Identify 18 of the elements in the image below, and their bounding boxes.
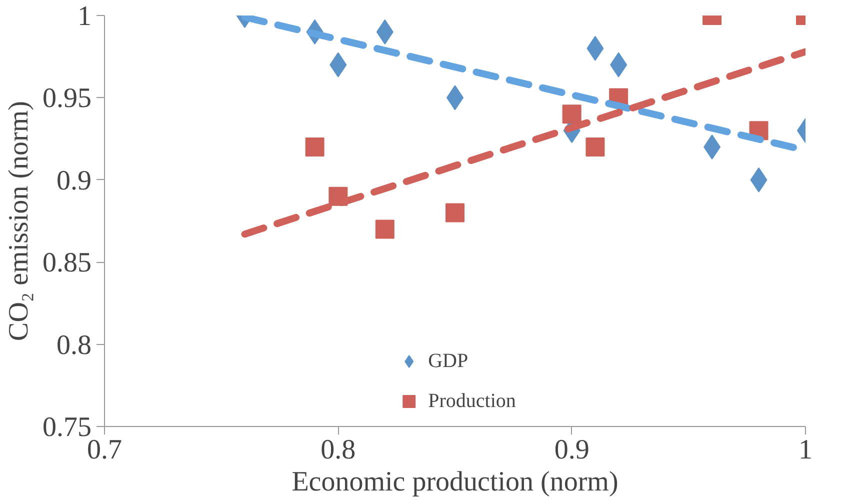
y-tick-label: 0.8: [56, 330, 92, 361]
point: [446, 203, 464, 222]
x-tick-label: 1: [798, 434, 812, 466]
point: [305, 138, 324, 157]
x-tick-label: 0.9: [554, 434, 590, 466]
x-tick-label: 0.7: [87, 434, 122, 466]
point: [562, 104, 582, 124]
point: [375, 220, 394, 239]
y-tick-label: 0.95: [42, 83, 92, 114]
y-tick-label: 0.85: [42, 248, 92, 279]
legend-label: GDP: [428, 350, 468, 372]
y-tick-label: 0.9: [56, 165, 92, 196]
x-tick-label: 0.8: [320, 434, 356, 466]
y-axis-title: CO₂ emission (norm): [4, 101, 34, 341]
y-tick-label: 1: [78, 1, 92, 32]
legend-label: Production: [428, 390, 516, 412]
point: [586, 138, 605, 157]
x-axis-title: Economic production (norm): [292, 466, 618, 498]
